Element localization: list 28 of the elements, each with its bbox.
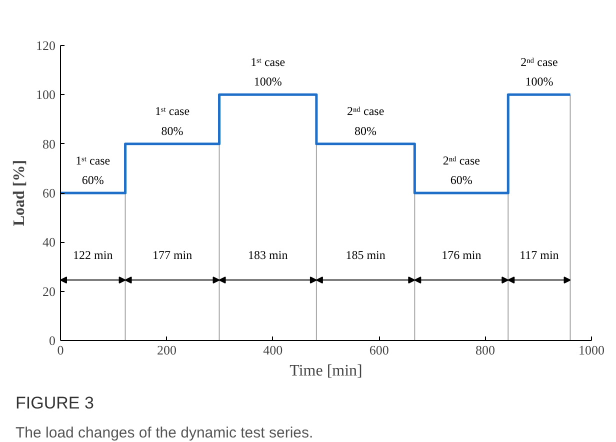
y-tick-label: 100 xyxy=(36,87,56,102)
y-tick-label: 80 xyxy=(42,136,56,152)
annotation: 2ⁿᵈ case 100% xyxy=(520,55,558,89)
x-tick-label: 400 xyxy=(263,342,283,358)
y-axis-title: Load [%] xyxy=(11,160,28,226)
annotation: 185 min xyxy=(346,248,386,262)
annotation: 122 min xyxy=(73,248,113,262)
y-tick-label: 40 xyxy=(42,234,56,250)
annotation: 1ˢᵗ case 100% xyxy=(250,55,286,89)
annotation: 176 min xyxy=(442,248,482,262)
annotation: 2ⁿᵈ case 60% xyxy=(442,153,480,187)
text: The load changes of the dynamic test series. xyxy=(16,424,314,442)
annotation: 177 min xyxy=(152,248,192,262)
x-tick-label: 600 xyxy=(369,342,389,358)
y-tick-label: 20 xyxy=(42,284,56,299)
x-tick-label: 1000 xyxy=(578,342,604,358)
x-axis-title: Time [min] xyxy=(290,362,362,380)
annotation: 183 min xyxy=(248,248,288,262)
annotation: 117 min xyxy=(520,248,559,262)
y-tick-label: 60 xyxy=(42,186,56,200)
y-tick-label: 0 xyxy=(49,333,56,348)
x-tick-label: 800 xyxy=(476,342,496,358)
x-tick-label: 200 xyxy=(156,342,176,358)
caption: FIGURE 3 xyxy=(16,394,94,412)
annotation: 1ˢᵗ case 60% xyxy=(76,153,110,187)
annotation: 2ⁿᵈ case 80% xyxy=(346,104,384,138)
y-tick-label: 120 xyxy=(36,38,56,53)
annotation: 1ˢᵗ case 80% xyxy=(155,104,190,138)
